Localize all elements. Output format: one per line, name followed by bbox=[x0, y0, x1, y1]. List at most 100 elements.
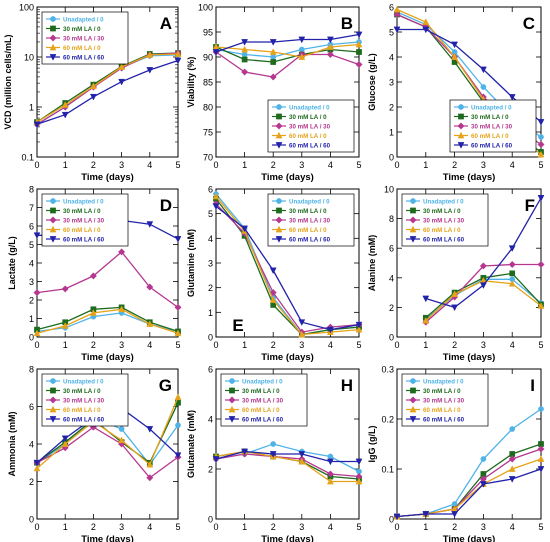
data-point-f-4 bbox=[479, 282, 487, 289]
legend-entry-d-1: 30 mM LA / 0 bbox=[63, 208, 101, 215]
data-point-f-4 bbox=[422, 295, 430, 303]
legend-entry-e-1: 30 mM LA / 0 bbox=[289, 208, 327, 215]
legend-marker-g-0 bbox=[50, 378, 56, 384]
legend-marker-i-1 bbox=[410, 387, 416, 394]
x-tick-label-f: 2 bbox=[452, 340, 457, 350]
legend-c: Unadapted / 0 30 mM LA / 0 30 mM LA / 30 60… bbox=[449, 99, 537, 153]
legend-marker-c-1 bbox=[458, 113, 464, 120]
y-tick-label-c: 6 bbox=[389, 3, 394, 13]
y-tick-label-b: 100 bbox=[198, 3, 213, 13]
data-point-b-4 bbox=[212, 49, 220, 56]
y-tick-label-i: 0.1 bbox=[381, 465, 394, 475]
x-tick-label-f: 1 bbox=[423, 340, 428, 350]
legend-marker-h-3 bbox=[228, 405, 236, 413]
y-axis-label-g: Ammonia (mM) bbox=[7, 411, 17, 476]
legend-marker-g-3 bbox=[49, 405, 57, 413]
series-f-2 bbox=[422, 260, 545, 326]
legend-entry-b-1: 30 mM LA / 0 bbox=[289, 114, 327, 121]
series-a-4 bbox=[33, 57, 182, 129]
data-point-f-3 bbox=[422, 316, 430, 324]
legend-marker-h-2 bbox=[228, 396, 236, 404]
series-d-1 bbox=[34, 304, 181, 335]
data-point-f-2 bbox=[537, 260, 545, 269]
data-point-i-3 bbox=[537, 455, 545, 462]
data-point-h-0 bbox=[327, 453, 334, 460]
x-tick-label-c: 3 bbox=[481, 160, 486, 170]
plot-frame-h bbox=[215, 368, 360, 520]
y-tick-label-c: 2 bbox=[389, 103, 394, 113]
series-f-3 bbox=[422, 277, 545, 324]
y-axis-label-b: Viability (%) bbox=[186, 57, 196, 108]
data-point-b-3 bbox=[298, 53, 306, 60]
data-point-a-4 bbox=[89, 93, 97, 101]
legend-marker-e-0 bbox=[276, 198, 282, 204]
x-axis-label-b: Time (days) bbox=[261, 172, 314, 183]
data-point-a-4 bbox=[146, 67, 154, 74]
data-point-c-0 bbox=[538, 134, 544, 140]
x-tick-label-c: 4 bbox=[510, 160, 515, 170]
data-point-b-3 bbox=[355, 40, 363, 48]
y-tick-label-i: 0.3 bbox=[381, 365, 394, 375]
legend-marker-a-0 bbox=[50, 16, 56, 22]
legend-entry-f-1: 30 mM LA / 0 bbox=[423, 208, 461, 215]
data-point-i-0 bbox=[538, 406, 544, 412]
legend-marker-c-2 bbox=[457, 122, 465, 130]
x-tick-label-a: 1 bbox=[63, 160, 68, 170]
x-axis-label-h: Time (days) bbox=[261, 534, 314, 542]
series-line-b-3 bbox=[215, 43, 360, 58]
data-point-b-4 bbox=[241, 39, 249, 46]
data-point-d-2 bbox=[118, 248, 126, 256]
x-tick-label-i: 5 bbox=[538, 522, 543, 532]
x-tick-label-h: 5 bbox=[356, 522, 361, 532]
data-point-i-4 bbox=[393, 513, 401, 521]
legend-entry-f-4: 60 mM LA / 60 bbox=[423, 236, 465, 243]
legend-entry-g-2: 30 mM LA / 30 bbox=[63, 397, 105, 404]
data-point-d-4 bbox=[33, 232, 41, 239]
data-point-f-1 bbox=[509, 270, 516, 277]
x-tick-label-e: 4 bbox=[328, 340, 333, 350]
x-tick-label-g: 1 bbox=[63, 522, 68, 532]
data-point-c-4 bbox=[479, 66, 487, 74]
data-point-c-2 bbox=[393, 10, 401, 19]
legend-h: Unadapted / 0 30 mM LA / 0 30 mM LA / 30 60… bbox=[220, 373, 308, 427]
legend-entry-e-2: 30 mM LA / 30 bbox=[289, 217, 331, 224]
y-tick-label-i: 0.2 bbox=[381, 415, 394, 425]
y-tick-label-f: 8 bbox=[389, 214, 394, 224]
data-point-g-4 bbox=[33, 459, 41, 467]
legend-marker-a-1 bbox=[50, 25, 56, 32]
legend-marker-a-4 bbox=[49, 54, 57, 61]
data-point-b-4 bbox=[269, 39, 277, 46]
data-point-b-1 bbox=[356, 49, 362, 55]
data-point-i-4 bbox=[508, 476, 516, 483]
legend-marker-c-3 bbox=[457, 131, 465, 139]
legend-f: Unadapted / 0 30 mM LA / 0 30 mM LA / 30 60… bbox=[401, 193, 489, 247]
data-point-f-2 bbox=[508, 260, 516, 269]
y-tick-label-f: 0 bbox=[389, 333, 394, 343]
legend-marker-e-3 bbox=[275, 225, 283, 233]
y-tick-label-c: 5 bbox=[389, 28, 394, 38]
x-tick-label-e: 1 bbox=[242, 340, 247, 350]
data-point-h-4 bbox=[269, 451, 277, 458]
series-b-4 bbox=[212, 31, 363, 56]
x-tick-label-e: 5 bbox=[356, 340, 361, 350]
data-point-f-3 bbox=[537, 302, 545, 309]
x-tick-label-g: 0 bbox=[34, 522, 39, 532]
y-tick-label-g: 8 bbox=[29, 365, 34, 375]
y-tick-label-d: 8 bbox=[29, 185, 34, 195]
panel-letter-d: D bbox=[160, 196, 172, 215]
x-axis-label-c: Time (days) bbox=[443, 172, 496, 183]
data-point-f-3 bbox=[508, 279, 516, 287]
data-point-i-2 bbox=[508, 455, 516, 463]
y-tick-label-c: 4 bbox=[389, 53, 394, 63]
legend-marker-c-4 bbox=[457, 142, 465, 149]
panel-b: 70 75 80 85 90 95 100 0 1 2 3 4 5 Time (days) Viabilit… bbox=[186, 3, 363, 183]
data-point-a-4 bbox=[61, 111, 69, 119]
x-tick-label-a: 3 bbox=[119, 160, 124, 170]
y-tick-label-d: 6 bbox=[29, 222, 34, 232]
data-point-d-3 bbox=[146, 320, 154, 327]
data-point-b-4 bbox=[298, 36, 306, 44]
data-point-g-4 bbox=[146, 426, 154, 433]
legend-marker-f-1 bbox=[410, 207, 416, 214]
data-point-c-0 bbox=[480, 84, 487, 90]
series-line-d-3 bbox=[36, 308, 179, 334]
